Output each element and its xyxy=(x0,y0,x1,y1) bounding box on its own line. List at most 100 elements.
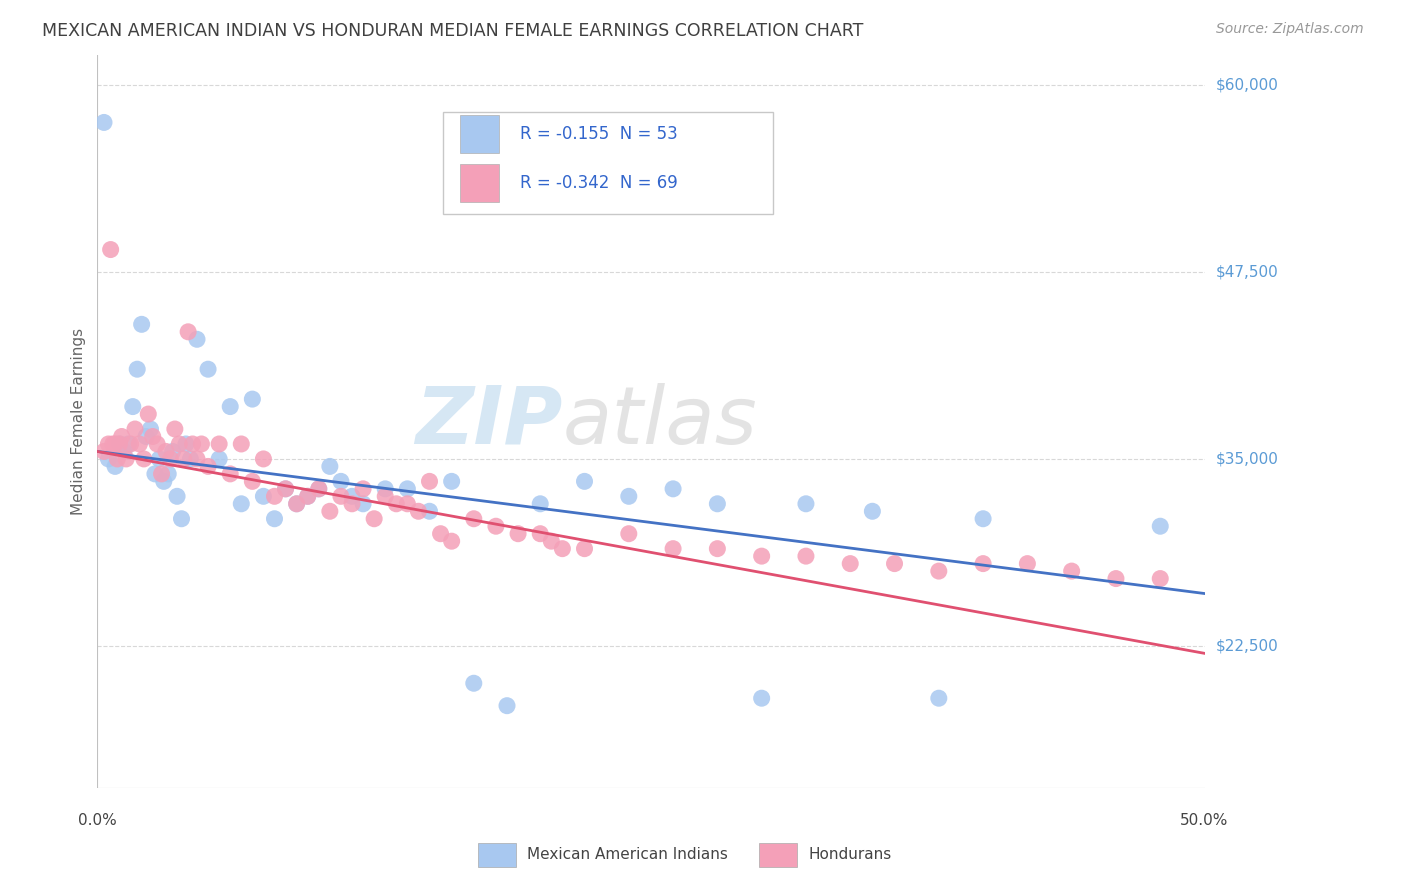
Point xyxy=(418,475,440,489)
Point xyxy=(352,497,374,511)
Point xyxy=(340,489,363,503)
Point xyxy=(131,318,153,332)
Point xyxy=(706,541,728,556)
Point xyxy=(308,482,330,496)
Point xyxy=(124,422,146,436)
Point xyxy=(169,437,191,451)
Point xyxy=(883,557,905,571)
Point xyxy=(231,437,253,451)
Point xyxy=(163,422,186,436)
Point xyxy=(340,497,363,511)
Point xyxy=(1105,572,1128,586)
Point xyxy=(105,451,128,466)
Point xyxy=(463,512,485,526)
Point xyxy=(418,504,440,518)
Point xyxy=(574,541,596,556)
Text: $35,000: $35,000 xyxy=(1216,451,1278,467)
Point xyxy=(506,526,529,541)
Point xyxy=(540,534,562,549)
Point xyxy=(274,482,297,496)
Point xyxy=(208,437,231,451)
Point xyxy=(97,437,120,451)
Point xyxy=(108,437,131,451)
Point xyxy=(396,497,419,511)
Point xyxy=(329,489,352,503)
Text: $60,000: $60,000 xyxy=(1216,78,1278,93)
Point xyxy=(93,115,115,129)
Point xyxy=(108,437,131,451)
Point xyxy=(174,437,197,451)
Text: $47,500: $47,500 xyxy=(1216,265,1278,279)
Point xyxy=(297,489,319,503)
Point xyxy=(529,526,551,541)
Point xyxy=(1017,557,1039,571)
Text: Hondurans: Hondurans xyxy=(808,847,891,863)
Point xyxy=(429,526,451,541)
Text: ZIP: ZIP xyxy=(415,383,562,460)
Point xyxy=(179,451,201,466)
Point xyxy=(139,422,162,436)
Point xyxy=(128,437,150,451)
Text: R = -0.155  N = 53: R = -0.155 N = 53 xyxy=(520,125,678,143)
Point xyxy=(104,459,127,474)
Point xyxy=(150,467,173,481)
Point xyxy=(104,437,127,451)
Point xyxy=(839,557,862,571)
Point xyxy=(181,437,204,451)
Point xyxy=(127,362,149,376)
Point xyxy=(374,482,396,496)
Point xyxy=(794,549,817,563)
Point xyxy=(319,459,342,474)
Point xyxy=(529,497,551,511)
Point xyxy=(252,451,274,466)
Point xyxy=(146,437,169,451)
Point xyxy=(352,482,374,496)
Point xyxy=(132,451,155,466)
Point xyxy=(157,467,180,481)
Point xyxy=(162,444,184,458)
Point xyxy=(190,437,212,451)
Point xyxy=(219,400,242,414)
Point xyxy=(928,691,950,706)
Point xyxy=(794,497,817,511)
Point xyxy=(263,489,285,503)
Point xyxy=(285,497,308,511)
Point xyxy=(308,482,330,496)
Point xyxy=(274,482,297,496)
Point xyxy=(148,451,170,466)
Point xyxy=(319,504,342,518)
Text: Source: ZipAtlas.com: Source: ZipAtlas.com xyxy=(1216,22,1364,37)
Point xyxy=(363,512,385,526)
Point xyxy=(662,482,685,496)
Point xyxy=(177,325,200,339)
Text: atlas: atlas xyxy=(562,383,756,460)
Text: 50.0%: 50.0% xyxy=(1181,813,1229,828)
Point xyxy=(143,467,166,481)
Y-axis label: Median Female Earnings: Median Female Earnings xyxy=(72,328,86,515)
Point xyxy=(396,482,419,496)
Point xyxy=(706,497,728,511)
Point xyxy=(117,437,139,451)
Point xyxy=(440,475,463,489)
Point xyxy=(574,475,596,489)
Point xyxy=(496,698,519,713)
Point xyxy=(135,429,157,443)
Point xyxy=(186,332,208,346)
Point xyxy=(252,489,274,503)
Point xyxy=(374,489,396,503)
Point xyxy=(93,444,115,458)
Point xyxy=(197,459,219,474)
Point xyxy=(208,451,231,466)
Point xyxy=(197,362,219,376)
Point xyxy=(928,564,950,578)
Point xyxy=(115,451,138,466)
Point xyxy=(219,467,242,481)
Point xyxy=(751,691,773,706)
Point xyxy=(617,526,640,541)
Point xyxy=(136,407,159,421)
Text: Mexican American Indians: Mexican American Indians xyxy=(527,847,728,863)
Point xyxy=(297,489,319,503)
Point xyxy=(112,444,135,458)
Point xyxy=(408,504,430,518)
Point xyxy=(152,475,174,489)
